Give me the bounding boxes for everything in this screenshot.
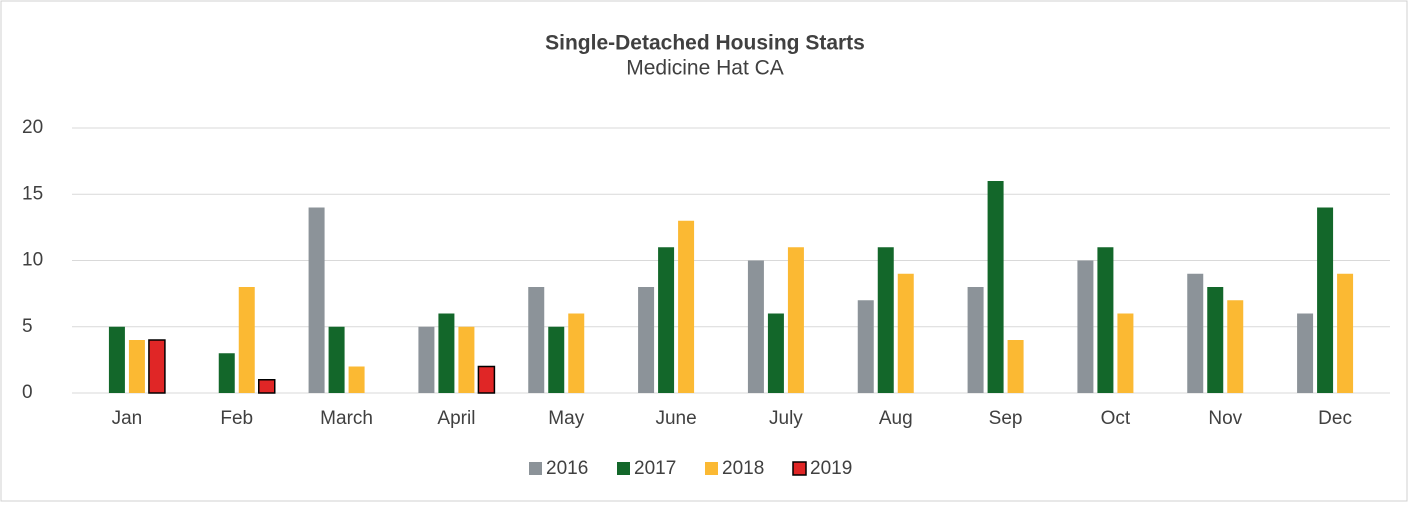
legend-swatch	[792, 461, 807, 476]
bar	[477, 365, 496, 394]
bar	[568, 313, 585, 393]
legend-label: 2017	[634, 458, 676, 479]
bar	[1207, 287, 1224, 393]
bar	[438, 313, 455, 393]
bar	[1117, 313, 1134, 393]
bar	[258, 379, 276, 394]
y-tick-label: 20	[22, 117, 43, 138]
x-tick-label: July	[769, 408, 803, 429]
x-tick-label: March	[320, 408, 373, 429]
bar	[218, 353, 235, 393]
bar	[678, 220, 695, 393]
x-tick-label: May	[548, 408, 584, 429]
x-tick-label: Oct	[1101, 408, 1131, 429]
bar	[877, 247, 894, 393]
x-tick-label: Nov	[1208, 408, 1242, 429]
y-tick-label: 10	[22, 250, 43, 271]
chart-title: Single-Detached Housing Starts	[545, 32, 865, 55]
x-tick-label: Jan	[112, 408, 143, 429]
x-tick-label: Sep	[989, 408, 1023, 429]
bar	[528, 287, 545, 393]
bar	[897, 273, 914, 393]
x-tick-label: Feb	[220, 408, 253, 429]
legend-swatch	[617, 462, 630, 475]
bar	[857, 300, 874, 393]
bar	[987, 181, 1004, 393]
bar	[767, 313, 784, 393]
bar	[128, 340, 145, 393]
bar	[967, 287, 984, 393]
bar	[1227, 300, 1244, 393]
bar	[1187, 273, 1204, 393]
bar	[418, 326, 435, 393]
y-tick-label: 15	[22, 183, 43, 204]
bar	[787, 247, 804, 393]
bar	[1337, 273, 1354, 393]
bar	[1317, 207, 1334, 393]
bar	[458, 326, 475, 393]
x-tick-label: June	[655, 408, 696, 429]
bar	[238, 287, 255, 393]
y-tick-label: 0	[22, 382, 33, 403]
bar	[747, 260, 764, 393]
bar	[148, 339, 166, 394]
legend-swatch	[705, 462, 718, 475]
bar	[108, 326, 125, 393]
legend-swatch	[529, 462, 542, 475]
x-tick-label: Dec	[1318, 408, 1352, 429]
bar	[1077, 260, 1094, 393]
bar	[308, 207, 325, 393]
bar	[638, 287, 655, 393]
y-tick-label: 5	[22, 316, 33, 337]
legend-label: 2019	[810, 458, 852, 479]
bar	[328, 326, 345, 393]
legend-label: 2016	[546, 458, 588, 479]
x-tick-label: Aug	[879, 408, 913, 429]
bar	[348, 366, 365, 393]
bar	[1297, 313, 1314, 393]
bar	[658, 247, 675, 393]
x-tick-label: April	[437, 408, 475, 429]
bar	[548, 326, 565, 393]
bar	[1097, 247, 1114, 393]
legend-label: 2018	[722, 458, 764, 479]
bar	[1007, 340, 1024, 393]
chart-subtitle: Medicine Hat CA	[626, 57, 784, 80]
